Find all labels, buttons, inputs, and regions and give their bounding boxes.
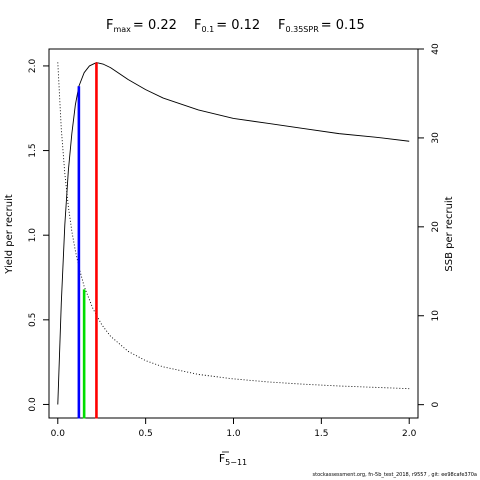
title-f01: F0.1 = 0.12 <box>194 18 260 34</box>
ssb-per-recruit-line <box>57 62 410 390</box>
plot-frame <box>48 48 419 419</box>
chart-title: Fmax = 0.22 F0.1 = 0.12 F0.35SPR = 0.15 <box>106 18 365 34</box>
y2-tick-label: 30 <box>431 132 441 144</box>
y-tick-label: 2.0 <box>28 59 38 74</box>
reference-lines <box>77 62 98 419</box>
footer-note: stockassessment.org, fn-5b_test_2018, r9… <box>312 472 478 478</box>
title-fmax: Fmax = 0.22 <box>106 18 177 34</box>
x-axis: 0.0 0.5 1.0 1.5 2.0 <box>51 418 417 439</box>
y-axis-label-left: Yield per recruit <box>4 194 15 275</box>
y2-tick-label: 10 <box>431 310 441 322</box>
y-tick-label: 0.0 <box>28 397 38 412</box>
x-tick-label: 0.5 <box>138 429 152 439</box>
yield-per-recruit-line <box>57 62 410 405</box>
y-axis-label-right: SSB per recruit <box>444 196 455 271</box>
x-axis-label: F5−11 <box>219 452 247 467</box>
y-axis-right: 0 10 20 30 40 <box>418 43 441 408</box>
x-tick-label: 1.5 <box>314 429 328 439</box>
x-tick-label: 0.0 <box>51 429 66 439</box>
x-tick-label: 2.0 <box>402 429 417 439</box>
y2-tick-label: 0 <box>431 402 441 408</box>
x-tick-label: 1.0 <box>226 429 241 439</box>
series-layer <box>57 62 410 405</box>
y-tick-label: 1.5 <box>28 143 38 157</box>
y-tick-label: 0.5 <box>28 313 38 327</box>
y-tick-label: 1.0 <box>28 228 38 243</box>
y2-tick-label: 20 <box>431 221 441 233</box>
y-axis-left: 0.0 0.5 1.0 1.5 2.0 <box>28 59 49 412</box>
y2-tick-label: 40 <box>431 43 441 55</box>
title-f035spr: F0.35SPR = 0.15 <box>278 18 365 34</box>
